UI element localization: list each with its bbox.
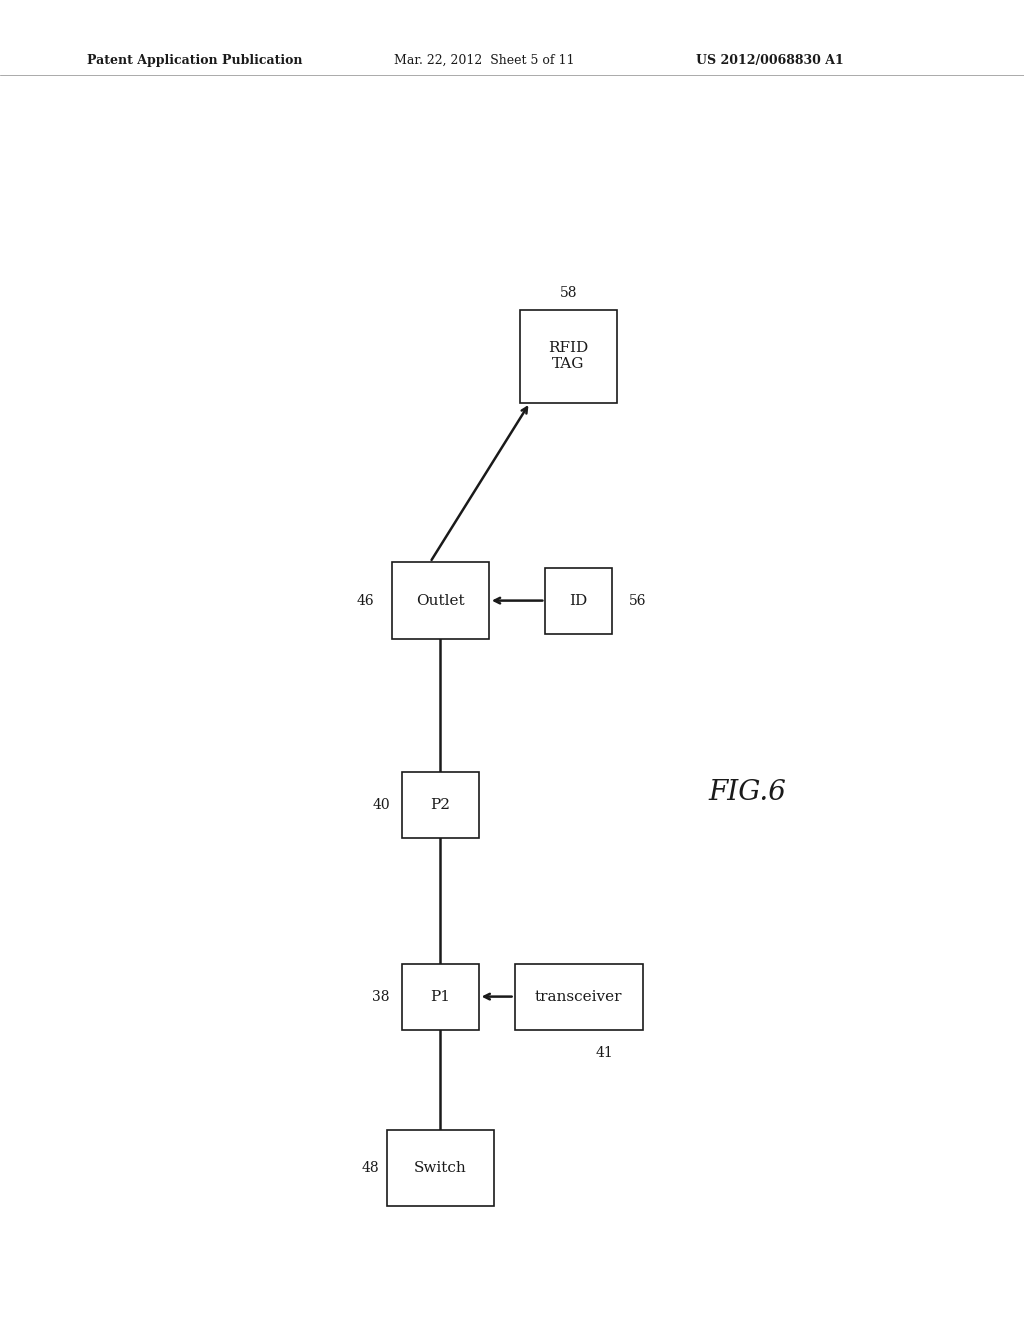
Text: P1: P1 — [430, 990, 451, 1003]
Text: 48: 48 — [361, 1162, 380, 1175]
Text: Outlet: Outlet — [416, 594, 465, 607]
Text: Patent Application Publication: Patent Application Publication — [87, 54, 302, 67]
Text: 38: 38 — [372, 990, 390, 1003]
Text: 46: 46 — [356, 594, 375, 607]
Bar — [545, 568, 611, 634]
Bar — [514, 964, 643, 1030]
Text: FIG.6: FIG.6 — [709, 779, 786, 805]
Bar — [520, 310, 616, 403]
Text: transceiver: transceiver — [535, 990, 623, 1003]
Bar — [391, 562, 489, 639]
Bar — [401, 964, 479, 1030]
Bar — [401, 772, 479, 838]
Text: P2: P2 — [430, 799, 451, 812]
Bar — [387, 1130, 494, 1206]
Text: 41: 41 — [595, 1047, 613, 1060]
Text: RFID
TAG: RFID TAG — [548, 342, 589, 371]
Text: 56: 56 — [629, 594, 647, 607]
Text: US 2012/0068830 A1: US 2012/0068830 A1 — [696, 54, 844, 67]
Text: ID: ID — [569, 594, 588, 607]
Text: 40: 40 — [372, 799, 390, 812]
Text: 58: 58 — [559, 286, 578, 300]
Text: Mar. 22, 2012  Sheet 5 of 11: Mar. 22, 2012 Sheet 5 of 11 — [394, 54, 574, 67]
Text: Switch: Switch — [414, 1162, 467, 1175]
